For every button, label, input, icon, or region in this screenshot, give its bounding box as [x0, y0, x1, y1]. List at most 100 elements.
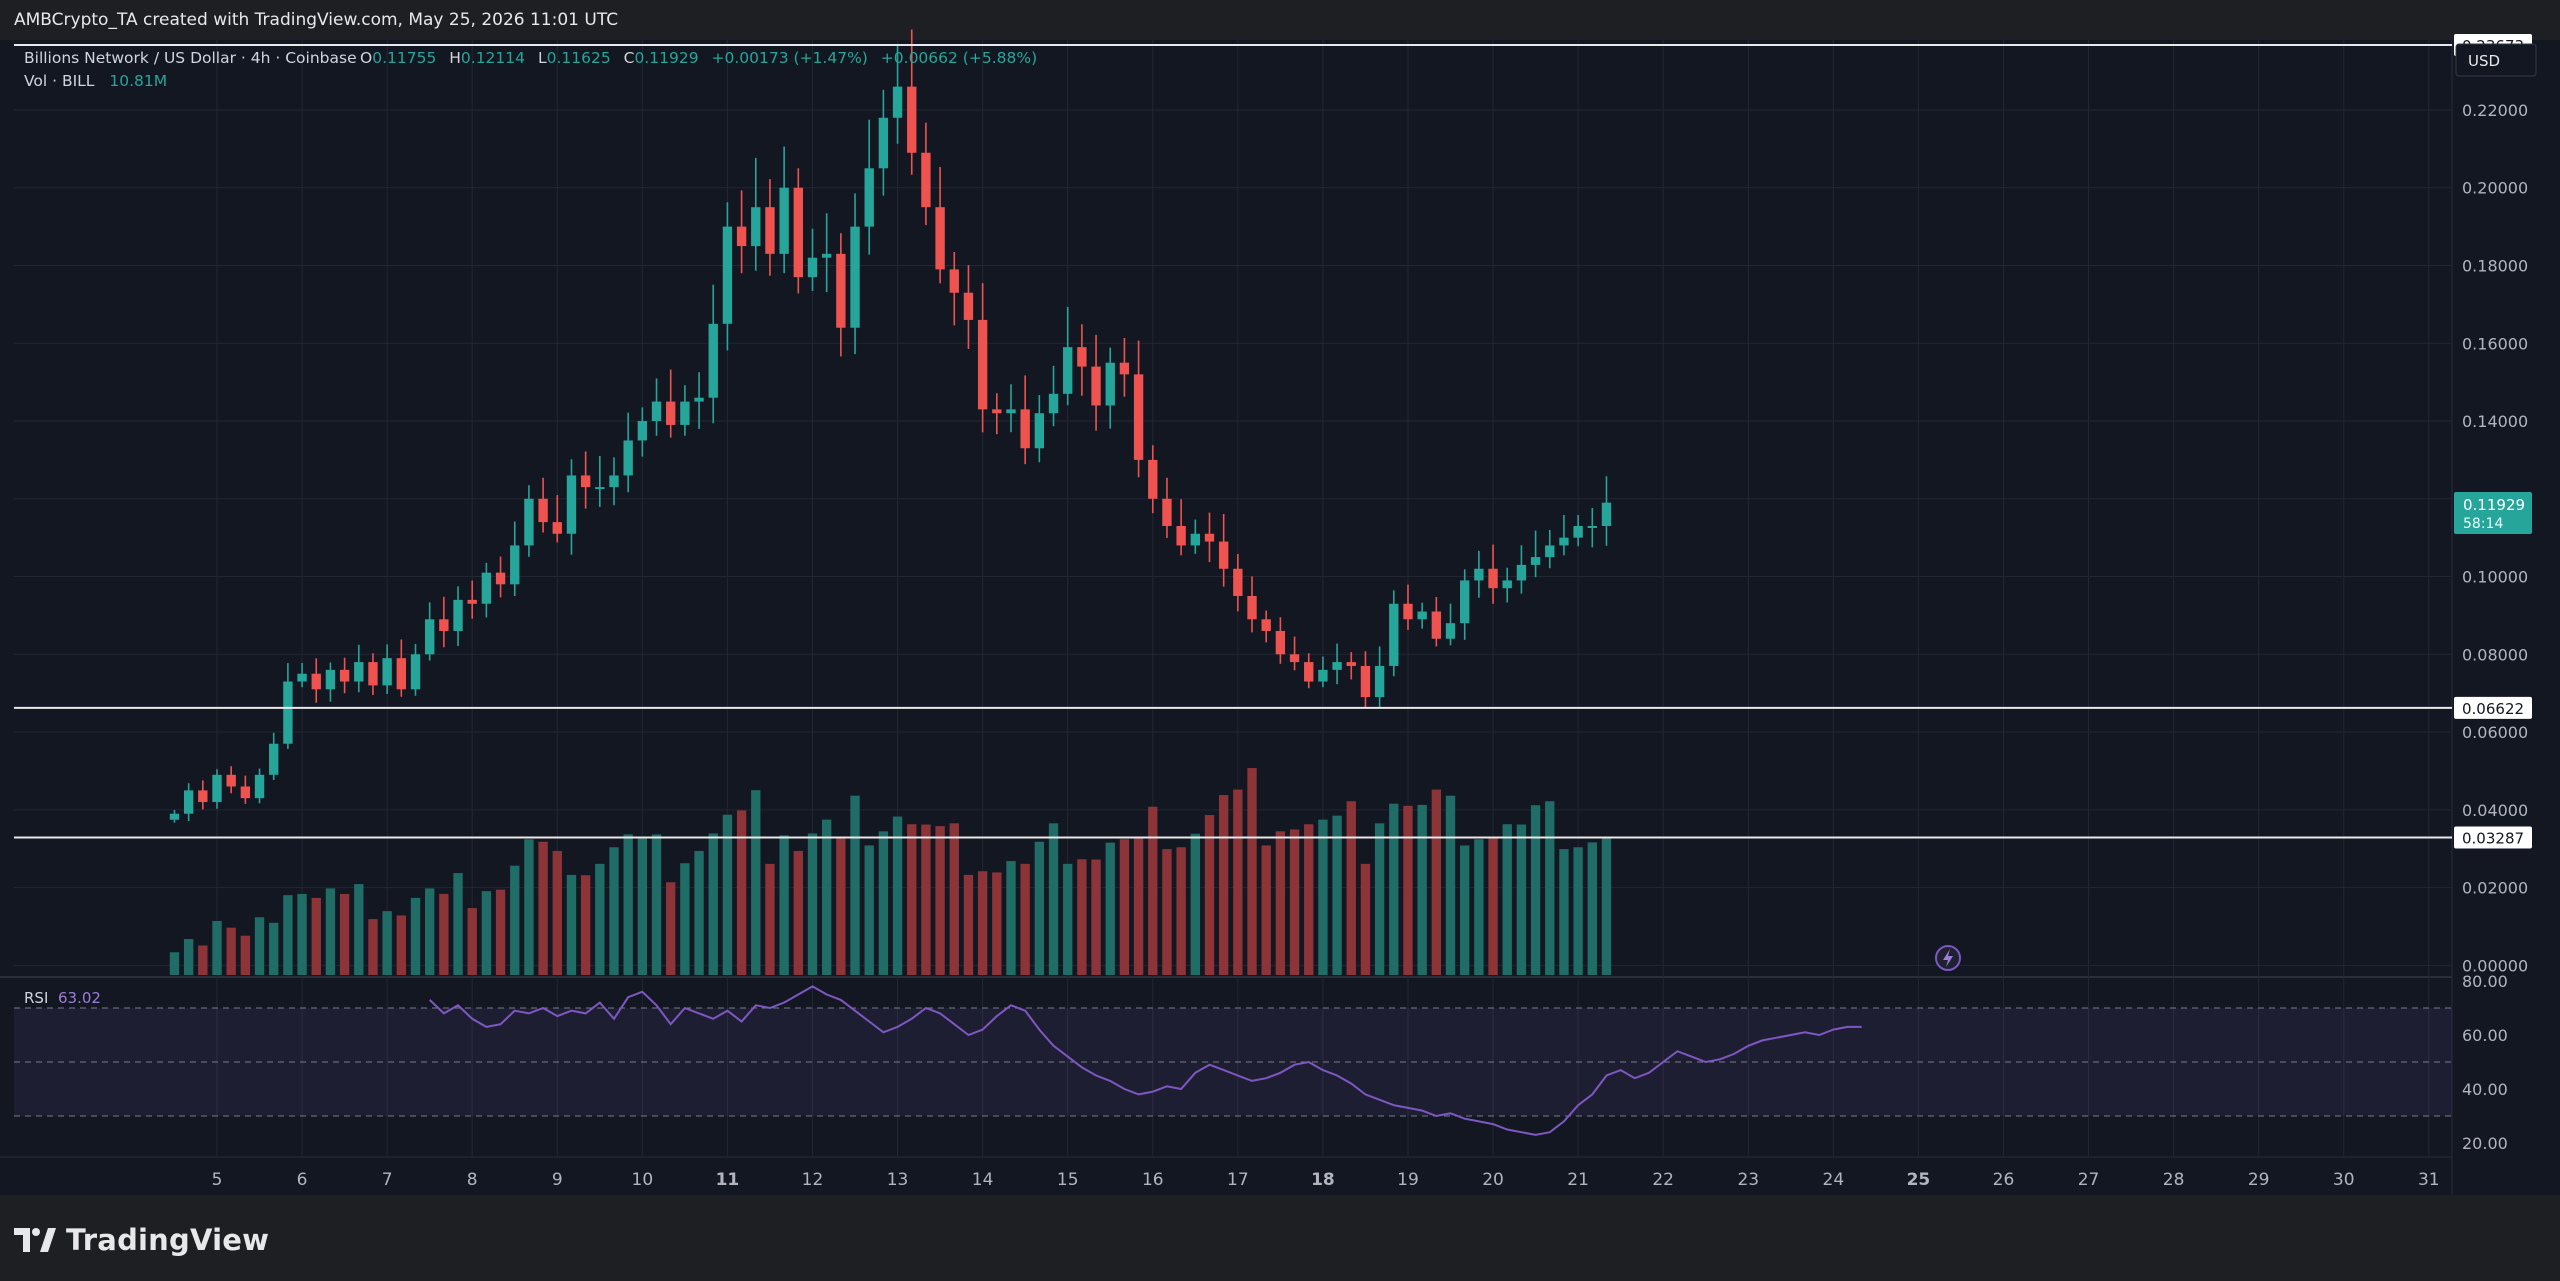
legend-h-key: H	[449, 49, 461, 67]
volume-bar	[1445, 795, 1456, 975]
time-tick-label: 5	[212, 1170, 223, 1190]
price-scale-area	[2452, 40, 2560, 1195]
candle-body	[1162, 498, 1172, 526]
candle-body	[992, 409, 1002, 414]
candle-body	[1374, 665, 1385, 698]
legend-o-val: 0.11755	[372, 49, 436, 67]
candle-body	[765, 207, 775, 254]
legend-change: +0.00173 (+1.47%)	[712, 49, 868, 67]
candle-body	[1233, 568, 1243, 596]
candle-body	[510, 545, 520, 585]
candle-body	[595, 487, 605, 490]
candle-body	[1389, 603, 1399, 666]
brand-name: TradingView	[66, 1223, 270, 1257]
time-tick-label: 8	[467, 1170, 478, 1190]
volume-bar	[850, 795, 860, 975]
candle-body	[1275, 630, 1286, 655]
candle-body	[864, 168, 874, 227]
rsi-tick-label: 40.00	[2462, 1080, 2508, 1099]
candle-body	[793, 187, 803, 278]
volume-bar	[1374, 823, 1385, 975]
volume-bar	[1204, 815, 1215, 975]
legend-ohlc: O0.11755 H0.12114 L0.11625 C0.11929 +0.0…	[360, 49, 1037, 67]
candle-body	[1403, 603, 1413, 620]
volume-bar	[595, 863, 605, 975]
volume-bar	[1190, 833, 1200, 975]
candle-body	[637, 421, 648, 441]
candle-body	[325, 669, 336, 690]
rsi-line	[429, 985, 1862, 1136]
time-tick-label: 14	[972, 1170, 994, 1190]
candle-body	[949, 269, 959, 293]
candle-body	[1516, 564, 1527, 581]
candle-body	[807, 257, 818, 278]
volume-bar	[666, 882, 676, 975]
candle-body	[481, 572, 492, 604]
volume-bar	[1119, 839, 1130, 975]
currency-label: USD	[2468, 52, 2500, 70]
candle-body	[368, 662, 378, 686]
candle-body	[1431, 611, 1442, 639]
volume-bar	[1275, 831, 1286, 975]
volume-bar	[1389, 803, 1399, 975]
candle-body	[1460, 580, 1470, 624]
candle-body	[850, 226, 860, 328]
candle-body	[212, 774, 222, 803]
volume-bar	[765, 863, 775, 975]
candle-body	[1346, 662, 1356, 666]
candle-body	[1091, 366, 1101, 406]
volume-bar	[297, 893, 307, 975]
volume-bar	[1091, 859, 1101, 975]
time-tick-label: 6	[297, 1170, 308, 1190]
candle-body	[1176, 525, 1186, 546]
time-tick-label: 26	[1993, 1170, 2015, 1190]
rsi-tick-label: 80.00	[2462, 972, 2508, 991]
volume-bar	[339, 893, 350, 975]
candle-body	[963, 292, 974, 320]
price-tick-label: 0.18000	[2462, 257, 2528, 276]
volume-bar	[736, 810, 747, 975]
candle-body	[680, 401, 690, 425]
volume-bar	[609, 847, 619, 975]
volume-bar	[1048, 823, 1059, 975]
volume-bar	[1460, 845, 1470, 975]
legend-vol-label: Vol · BILL	[24, 72, 95, 90]
volume-bar	[637, 836, 648, 975]
candle-body	[977, 319, 988, 410]
time-tick-label: 12	[802, 1170, 824, 1190]
rsi-scale-labels: 80.00 60.00 40.00 20.00	[2462, 972, 2508, 1153]
volume-bar	[169, 952, 180, 975]
candle-body	[609, 475, 619, 488]
candle-body	[836, 253, 846, 328]
volume-bar	[1006, 861, 1016, 975]
last-price-value: 0.11929	[2463, 496, 2525, 514]
volume-bar	[779, 835, 789, 975]
candlesticks	[169, 29, 1612, 823]
candle-body	[467, 599, 477, 604]
lightning-icon[interactable]	[1935, 945, 1961, 971]
time-tick-label: 29	[2248, 1170, 2270, 1190]
time-tick-label: 11	[716, 1170, 740, 1190]
volume-bar	[354, 884, 364, 975]
legend-vol-value: 10.81M	[109, 72, 167, 90]
candle-body	[1417, 611, 1427, 620]
volume-bar	[1559, 849, 1569, 975]
candle-body	[410, 654, 421, 690]
volume-bar	[793, 850, 803, 975]
volume-bar	[382, 911, 392, 975]
volume-bar	[240, 935, 251, 975]
volume-bar	[368, 919, 378, 975]
candle-body	[339, 669, 350, 682]
candle-body	[1601, 502, 1612, 526]
currency-button[interactable]: USD	[2455, 43, 2537, 77]
candle-body	[254, 774, 265, 799]
time-tick-label: 15	[1057, 1170, 1079, 1190]
candle-body	[1318, 669, 1328, 682]
level-badge	[2454, 696, 2532, 719]
candle-body	[538, 498, 548, 523]
volume-bar	[722, 814, 733, 975]
volume-bar	[751, 790, 761, 975]
time-tick-label: 19	[1397, 1170, 1419, 1190]
